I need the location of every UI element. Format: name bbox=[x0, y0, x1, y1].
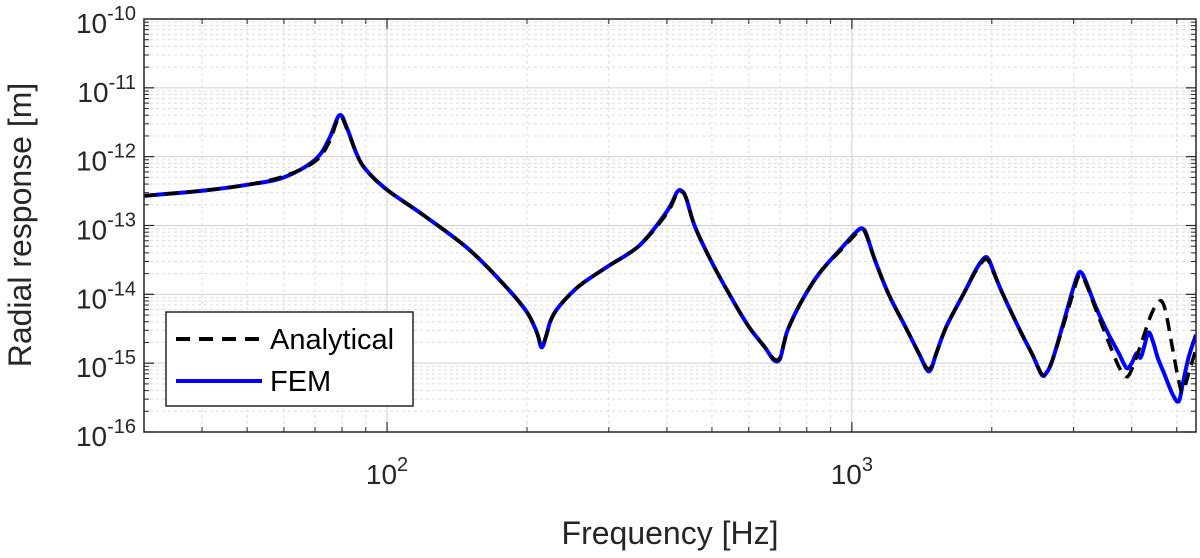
legend-box bbox=[165, 311, 414, 407]
legend-analytical-label: Analytical bbox=[270, 324, 394, 356]
tick-marks bbox=[143, 19, 1196, 433]
x-axis-title: Frequency [Hz] bbox=[562, 515, 779, 551]
y-tick-label: 10-11 bbox=[77, 72, 136, 108]
x-tick-label: 102 bbox=[366, 454, 408, 490]
series-layer bbox=[144, 112, 1196, 404]
y-axis-title: Radial response [m] bbox=[2, 83, 38, 368]
y-tick-label: 10-14 bbox=[76, 278, 136, 314]
x-tick-labels: 102 103 bbox=[366, 454, 873, 490]
series-line-analytical bbox=[144, 114, 1196, 395]
y-tick-label: 10-15 bbox=[76, 347, 136, 383]
x-tick-label: 103 bbox=[831, 454, 873, 490]
y-tick-label: 10-16 bbox=[76, 416, 136, 452]
legend: Analytical FEM bbox=[165, 311, 414, 407]
y-tick-label: 10-13 bbox=[76, 210, 136, 246]
y-tick-labels: 10-10 10-11 10-12 10-13 10-14 10-15 10-16 bbox=[76, 3, 136, 452]
y-tick-label: 10-12 bbox=[76, 141, 136, 177]
y-tick-label: 10-10 bbox=[76, 3, 136, 39]
legend-fem-label: FEM bbox=[270, 366, 331, 398]
